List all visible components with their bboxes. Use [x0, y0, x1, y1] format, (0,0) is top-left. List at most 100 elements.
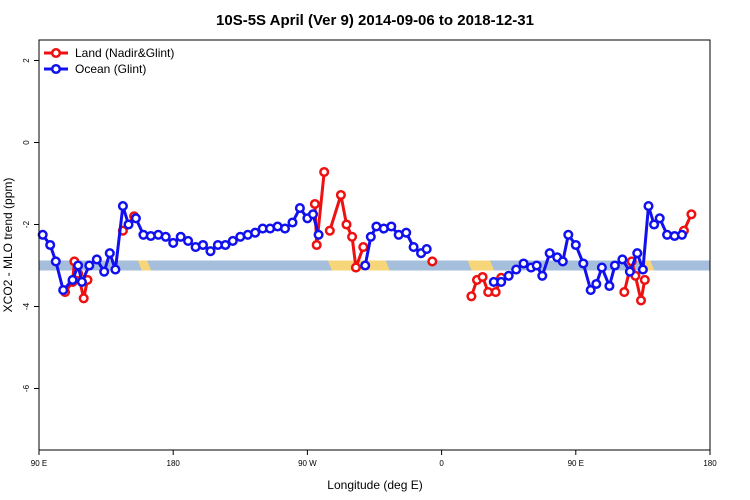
ocean-data-point — [76, 276, 87, 287]
legend: Land (Nadir&Glint) Ocean (Glint) — [44, 46, 174, 76]
land-band-segment — [137, 260, 152, 271]
ocean-data-point — [365, 231, 376, 242]
land-data-point — [619, 287, 630, 298]
ocean-data-point — [287, 217, 298, 228]
land-band-segment — [467, 260, 495, 271]
land-data-point — [466, 291, 477, 302]
ocean-data-point — [676, 229, 688, 240]
ocean-data-point — [570, 239, 581, 251]
legend-land-label: Land (Nadir&Glint) — [75, 46, 174, 60]
ocean-data-point — [73, 260, 84, 271]
ocean-data-point — [591, 278, 602, 290]
x-tick-label: 90 E — [568, 459, 584, 468]
ocean-data-point — [585, 285, 596, 296]
y-tick-label: -4 — [22, 302, 31, 310]
ocean-data-point — [175, 231, 186, 242]
axes: 90 E 180 90 W 0 90 E 180 2 0 -2 -4 -6 — [22, 58, 717, 468]
y-axis-label: XCO2 - MLO trend (ppm) — [1, 178, 15, 313]
plot-frame — [38, 39, 711, 451]
ocean-data-point — [401, 227, 412, 238]
legend-ocean-marker — [50, 63, 62, 75]
land-data-point — [635, 295, 647, 306]
ocean-data-point — [45, 239, 56, 251]
land-data-point — [319, 166, 330, 178]
chart-title: 10S-5S April (Ver 9) 2014-09-06 to 2018-… — [216, 12, 534, 29]
ocean-data-point — [408, 242, 419, 253]
land-data-point — [490, 287, 501, 298]
land-series-line — [328, 193, 365, 270]
ocean-data-point — [386, 221, 397, 232]
ocean-data-point — [313, 229, 324, 240]
ocean-data-point — [91, 254, 102, 265]
ocean-data-point — [624, 266, 635, 277]
ocean-data-point — [110, 264, 121, 275]
series-layer — [37, 166, 697, 306]
y-tick-label: -2 — [22, 220, 31, 228]
ocean-data-point — [518, 258, 529, 269]
land-data-point — [309, 198, 320, 210]
ocean-data-point — [544, 248, 555, 259]
ocean-data-point — [557, 256, 568, 267]
ocean-data-point — [205, 246, 216, 257]
ocean-data-point — [649, 219, 660, 230]
land-data-point — [358, 242, 369, 253]
ocean-data-point — [58, 285, 69, 296]
ocean-data-point — [67, 274, 78, 285]
land-data-point — [341, 219, 352, 230]
ocean-data-point — [307, 209, 319, 220]
legend-land-marker — [50, 47, 62, 59]
ocean-data-point — [360, 260, 371, 271]
ocean-data-point — [604, 280, 615, 292]
land-data-point — [686, 209, 697, 220]
land-data-point — [324, 225, 335, 236]
ocean-data-point — [496, 276, 507, 287]
ocean-data-point — [227, 235, 238, 246]
ocean-data-point — [563, 229, 574, 240]
ocean-data-point — [294, 203, 305, 214]
ocean-data-point — [183, 235, 194, 246]
ocean-data-point — [531, 260, 542, 271]
y-tick-label: -6 — [22, 384, 31, 392]
land-data-point — [639, 274, 650, 285]
ocean-data-point — [654, 213, 665, 224]
land-data-point — [347, 231, 358, 242]
ocean-data-point — [643, 201, 654, 212]
ocean-data-point — [160, 231, 171, 242]
land-data-point — [350, 262, 361, 273]
ocean-data-point — [632, 248, 643, 259]
ocean-data-point — [250, 227, 261, 238]
land-data-point — [335, 189, 346, 201]
x-tick-label: 90 E — [31, 459, 47, 468]
land-ocean-band — [39, 260, 710, 271]
ocean-data-point — [50, 256, 61, 267]
ocean-data-point — [637, 264, 648, 275]
legend-ocean-label: Ocean (Glint) — [75, 62, 146, 76]
y-tick-label: 2 — [22, 58, 31, 63]
ocean-data-point — [220, 239, 231, 251]
ocean-series-line — [493, 204, 683, 292]
ocean-data-point — [537, 270, 548, 281]
ocean-data-point — [168, 237, 179, 248]
x-tick-label: 0 — [439, 459, 444, 468]
land-data-point — [427, 256, 438, 267]
land-data-point — [477, 271, 488, 283]
ocean-data-point — [123, 219, 134, 230]
x-tick-label: 180 — [703, 459, 717, 468]
land-data-point — [78, 293, 89, 304]
ocean-data-point — [84, 260, 95, 271]
y-tick-label: 0 — [22, 140, 31, 145]
ocean-data-point — [130, 213, 141, 224]
ocean-data-point — [617, 254, 628, 265]
x-tick-label: 180 — [167, 459, 181, 468]
ocean-data-point — [609, 260, 620, 271]
x-tick-label: 90 W — [298, 459, 317, 468]
ocean-data-point — [511, 264, 522, 275]
ocean-data-point — [279, 223, 291, 234]
ocean-data-point — [421, 244, 432, 255]
ocean-data-point — [37, 229, 48, 240]
ocean-data-point — [117, 201, 128, 212]
ocean-data-point — [596, 262, 607, 273]
ocean-data-point — [197, 239, 209, 251]
x-axis-label: Longitude (deg E) — [327, 478, 422, 492]
